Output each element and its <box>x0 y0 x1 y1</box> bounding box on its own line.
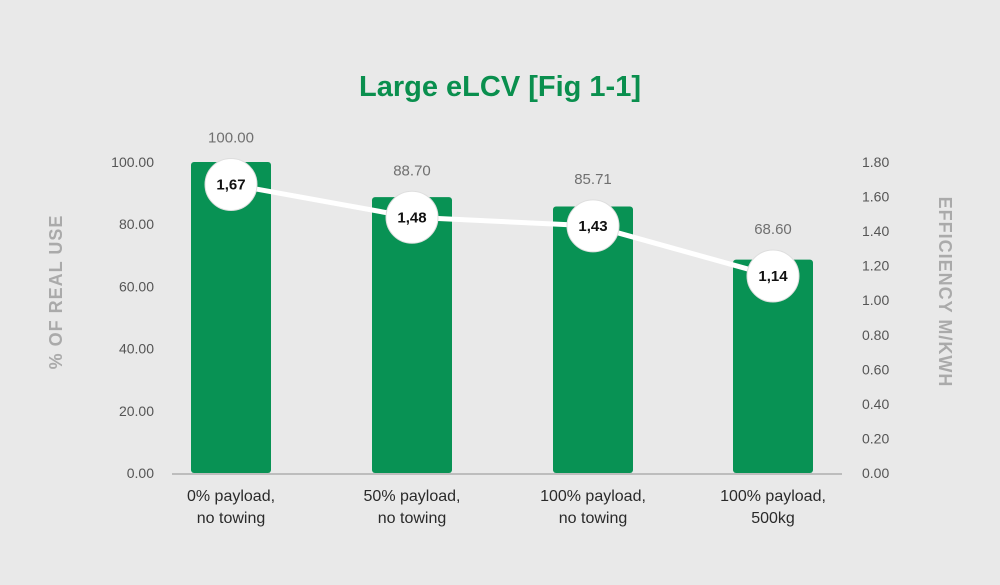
x-tick-label: no towing <box>559 510 628 527</box>
efficiency-line-path <box>230 182 774 279</box>
y-tick-right-label: 0.40 <box>862 396 889 412</box>
efficiency-markers: 1,67 1,48 1,43 1,14 <box>204 157 800 303</box>
x-tick-label: 100% payload, <box>540 488 646 505</box>
bar-value-label: 68.60 <box>754 221 792 238</box>
y-tick-left-label: 80.00 <box>119 216 154 232</box>
y-tick-right-label: 0.00 <box>862 465 889 481</box>
efficiency-marker <box>566 199 620 253</box>
y-tick-left-label: 40.00 <box>119 341 154 357</box>
bar-value-label: 100.00 <box>208 129 254 146</box>
efficiency-marker-label: 1,14 <box>758 268 788 285</box>
bar-value-labels: 100.00 88.70 85.71 68.60 <box>208 129 792 238</box>
y-tick-left-label: 0.00 <box>127 465 154 481</box>
y-tick-left-label: 60.00 <box>119 278 154 294</box>
x-tick-label: 100% payload, <box>720 488 826 505</box>
y-tick-right-label: 1.40 <box>862 223 889 239</box>
bar <box>553 206 633 473</box>
y-tick-right-label: 1.00 <box>862 292 889 308</box>
chart-title: Large eLCV [Fig 1-1] <box>359 71 641 103</box>
y-axis-left-title: % OF REAL USE <box>46 215 66 370</box>
y-tick-right-label: 0.80 <box>862 327 889 343</box>
y-tick-right-label: 1.20 <box>862 258 889 274</box>
efficiency-line <box>230 182 774 279</box>
efficiency-marker-label: 1,43 <box>578 218 607 235</box>
y-axis-left: 0.00 20.00 40.00 60.00 80.00 100.00 <box>111 154 154 481</box>
x-tick-label: 50% payload, <box>364 488 461 505</box>
bar <box>733 259 813 473</box>
efficiency-marker <box>385 190 439 244</box>
y-axis-right-title: EFFICIENCY M/KWH <box>935 197 955 388</box>
y-tick-right-label: 0.20 <box>862 430 889 446</box>
y-tick-right-label: 1.60 <box>862 189 889 205</box>
x-tick-label: no towing <box>378 510 447 527</box>
efficiency-marker-label: 1,67 <box>216 176 245 193</box>
efficiency-marker <box>746 249 800 303</box>
y-tick-right-label: 0.60 <box>862 361 889 377</box>
y-tick-right-label: 1.80 <box>862 154 889 170</box>
efficiency-marker <box>204 157 258 211</box>
y-tick-left-label: 20.00 <box>119 403 154 419</box>
x-axis-category-labels: 0% payload, no towing 50% payload, no towin… <box>187 488 826 527</box>
x-tick-label: 0% payload, <box>187 488 275 505</box>
bar-value-label: 85.71 <box>574 171 612 188</box>
y-axis-right: 0.00 0.20 0.40 0.60 0.80 1.00 1.20 1.40 1.60 1.80 <box>862 154 889 481</box>
bar <box>372 197 452 473</box>
x-tick-label: no towing <box>197 510 266 527</box>
bar-value-label: 88.70 <box>393 162 431 179</box>
y-tick-left-label: 100.00 <box>111 154 154 170</box>
bar <box>191 162 271 473</box>
bars-group <box>191 162 813 473</box>
x-tick-label: 500kg <box>751 510 795 527</box>
efficiency-marker-label: 1,48 <box>397 209 426 226</box>
